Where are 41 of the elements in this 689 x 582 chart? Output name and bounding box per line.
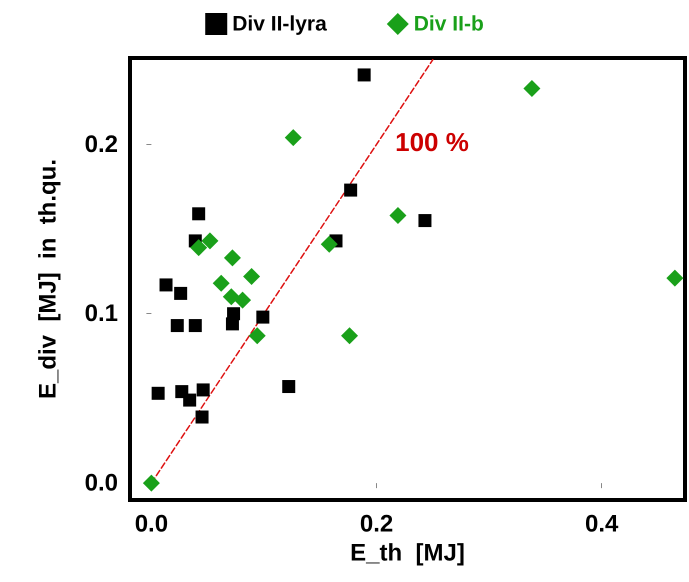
point (170, 319, 184, 332)
point (523, 80, 540, 97)
point (142, 474, 160, 492)
point (248, 327, 266, 344)
point (282, 380, 296, 394)
y-tick-label: 0.1 (84, 300, 118, 328)
point (256, 310, 270, 324)
point (183, 394, 196, 407)
point (389, 206, 406, 224)
point (222, 288, 240, 306)
point (341, 327, 358, 344)
point (160, 278, 173, 292)
point (284, 129, 302, 146)
point (224, 249, 241, 266)
point (344, 184, 358, 197)
y-tick-label: 0.0 (84, 470, 118, 497)
point (358, 68, 371, 82)
x-tick-label: 0.4 (585, 510, 620, 538)
point (196, 410, 209, 424)
x-tick-label: 0.0 (134, 510, 168, 538)
point (320, 236, 338, 253)
point (190, 239, 208, 256)
x-tick-label: 0.2 (360, 510, 394, 538)
point (418, 214, 432, 228)
point (666, 270, 684, 287)
point (243, 268, 260, 285)
point (212, 274, 230, 292)
point (234, 292, 252, 309)
point (152, 386, 165, 400)
x-axis-title: E_th [MJ] (350, 539, 465, 566)
annotation: 100 % (395, 127, 469, 157)
point (174, 286, 188, 300)
point (192, 207, 206, 220)
y-tick-label: 0.2 (84, 130, 118, 158)
point (196, 383, 210, 396)
point (226, 317, 239, 330)
point (201, 232, 218, 250)
legend-label: Div II-lyra (232, 12, 328, 36)
point (188, 319, 202, 332)
y-axis-title: E_div [MJ] in th.qu. (34, 159, 62, 399)
legend-label: Div II-b (414, 12, 484, 36)
